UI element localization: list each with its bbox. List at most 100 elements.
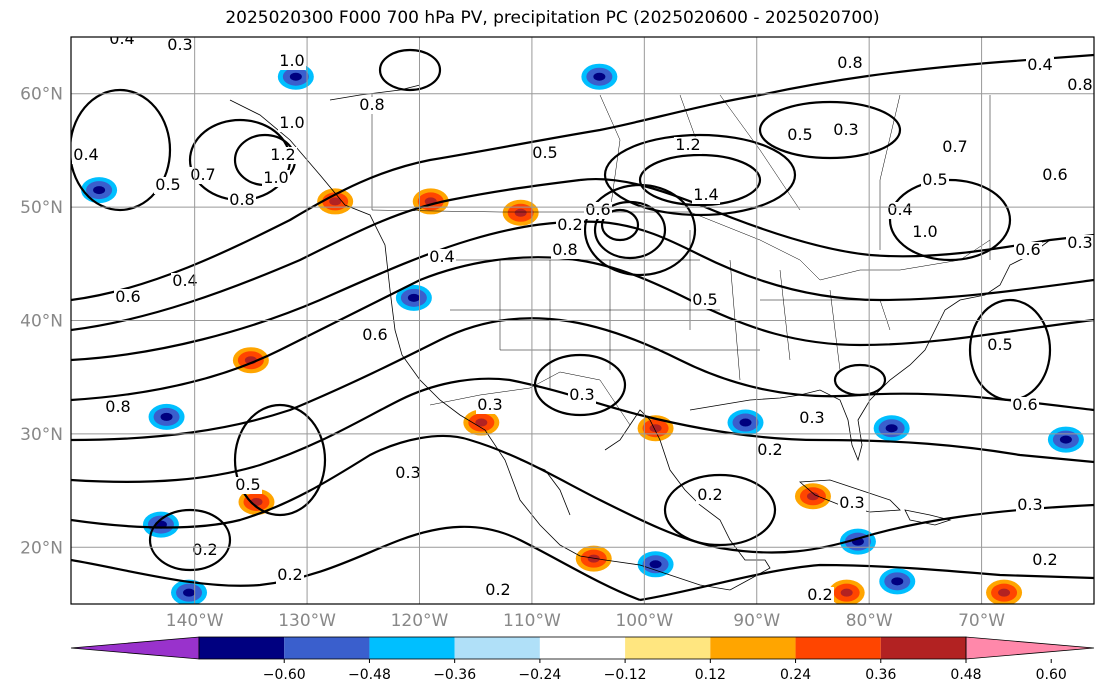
colorbar-tick-label: −0.36 — [433, 667, 476, 683]
contour-label: 0.8 — [552, 240, 577, 259]
contour-label-bg — [531, 145, 559, 162]
contour-label-bg — [838, 495, 866, 512]
colorbar-segment — [795, 637, 881, 659]
contour-label: 0.3 — [477, 395, 502, 414]
precip-anomaly-blob-core — [1059, 435, 1072, 444]
lon-tick-label: 120°W — [391, 611, 449, 631]
colorbar-tick-label: −0.24 — [518, 667, 561, 683]
contour-label: 0.3 — [167, 35, 192, 54]
contour-label: 0.8 — [837, 53, 862, 72]
precip-anomaly-blob-core — [183, 588, 196, 597]
contour-label: 0.5 — [692, 290, 717, 309]
contour-label-bg — [394, 465, 422, 482]
precip-anomaly-blob-core — [593, 72, 606, 81]
colorbar-tick-label: 0.12 — [695, 667, 726, 683]
contour-label-bg — [114, 289, 142, 306]
contour-label-bg — [171, 273, 199, 290]
contour-label: 0.8 — [1067, 75, 1092, 94]
contour-label-bg — [556, 217, 584, 234]
contour-label: 1.2 — [270, 145, 295, 164]
contour-label: 0.2 — [697, 485, 722, 504]
colorbar-segment — [284, 637, 370, 659]
contour-label: 0.3 — [1017, 495, 1042, 514]
contour-label-bg — [154, 177, 182, 194]
colorbar-min-extend — [70, 636, 200, 660]
contour-label: 0.2 — [485, 580, 510, 599]
contour-label-bg — [836, 55, 864, 72]
contour-label: 1.0 — [912, 222, 937, 241]
longitude-labels: 140°W 130°W 120°W 110°W 100°W 90°W 80°W 70°W — [166, 611, 1005, 631]
contour-label-bg — [696, 487, 724, 504]
contour-label-bg — [262, 170, 290, 187]
contour-label-bg — [276, 567, 304, 584]
precip-anomaly-blob-core — [407, 293, 420, 302]
lat-tick-label: 50°N — [20, 198, 63, 218]
contour-label-bg — [806, 587, 834, 604]
contour-label: 0.5 — [155, 175, 180, 194]
lon-tick-label: 70°W — [958, 611, 1005, 631]
contour-label-bg — [1031, 552, 1059, 569]
contour-label-bg — [584, 202, 612, 219]
contour-label-bg — [921, 172, 949, 189]
map-title: 2025020300 F000 700 hPa PV, precipitatio… — [225, 8, 880, 28]
contour-label-bg — [1041, 167, 1069, 184]
precip-anomaly-blob-core — [160, 412, 173, 421]
contour-label: 0.2 — [807, 585, 832, 604]
contour-label-bg — [278, 115, 306, 132]
contour-label-bg — [911, 224, 939, 241]
precip-anomaly-blob-core — [649, 560, 662, 569]
precip-anomaly-blob-core — [649, 424, 662, 433]
contour-label: 0.8 — [105, 397, 130, 416]
lat-tick-label: 30°N — [20, 425, 63, 445]
precip-anomaly-blob-core — [739, 418, 752, 427]
colorbar-tick-label: −0.12 — [604, 667, 647, 683]
contour-label: 0.3 — [839, 493, 864, 512]
colorbar-segment — [454, 637, 540, 659]
contour-label-bg — [886, 202, 914, 219]
contour-label: 1.4 — [693, 185, 718, 204]
contour-labels: 0.4 0.3 1.0 0.8 1.0 1.2 0.4 0.5 0.7 0.8 1.0 0.6 0.4 0… — [72, 35, 1094, 604]
contour-label: 0.3 — [799, 408, 824, 427]
contour-label-bg — [674, 137, 702, 154]
contour-label: 0.5 — [922, 170, 947, 189]
lon-tick-label: 100°W — [615, 611, 673, 631]
map-frame — [70, 36, 1095, 605]
contour-label: 0.8 — [229, 190, 254, 209]
contour-label-bg — [1016, 497, 1044, 514]
colorbar-segment — [625, 637, 711, 659]
lat-tick-label: 40°N — [20, 312, 63, 332]
contour-label: 1.0 — [279, 51, 304, 70]
contour-label: 0.6 — [362, 325, 387, 344]
contour-label-bg — [191, 542, 219, 559]
contour-label: 0.2 — [557, 215, 582, 234]
contour-label: 0.4 — [172, 271, 197, 290]
contour-label-bg — [798, 410, 826, 427]
contour-label-bg — [691, 292, 719, 309]
colorbar-tick-label: −0.60 — [263, 667, 306, 683]
contour-label-bg — [986, 337, 1014, 354]
pv-contours — [71, 48, 1094, 602]
contour-label: 0.3 — [569, 385, 594, 404]
contour-label-bg — [476, 397, 504, 414]
lat-tick-label: 60°N — [20, 85, 63, 105]
colorbar-tick-label: 0.36 — [865, 667, 896, 683]
colorbar-tick-label: 0.60 — [1036, 667, 1067, 683]
contour-label-bg — [1011, 397, 1039, 414]
contour-label: 0.2 — [1032, 550, 1057, 569]
contour-label: 0.5 — [235, 475, 260, 494]
colorbar-segment — [880, 637, 966, 659]
contour-label-bg — [428, 249, 456, 266]
contour-label: 0.2 — [192, 540, 217, 559]
precip-anomaly-blob-core — [514, 208, 527, 217]
contour-label: 0.3 — [395, 463, 420, 482]
contour-label-bg — [1026, 57, 1054, 74]
contour-label: 0.4 — [887, 200, 912, 219]
colorbar-segment — [369, 637, 455, 659]
precip-anomaly-blob-core — [587, 554, 600, 563]
colorbar-tick-label: −0.48 — [348, 667, 391, 683]
precip-anomaly-blob-core — [329, 197, 342, 206]
contour-label-bg — [786, 127, 814, 144]
precip-anomaly-blob-core — [289, 72, 302, 81]
contour-label-bg — [358, 97, 386, 114]
contour-label: 1.0 — [263, 168, 288, 187]
